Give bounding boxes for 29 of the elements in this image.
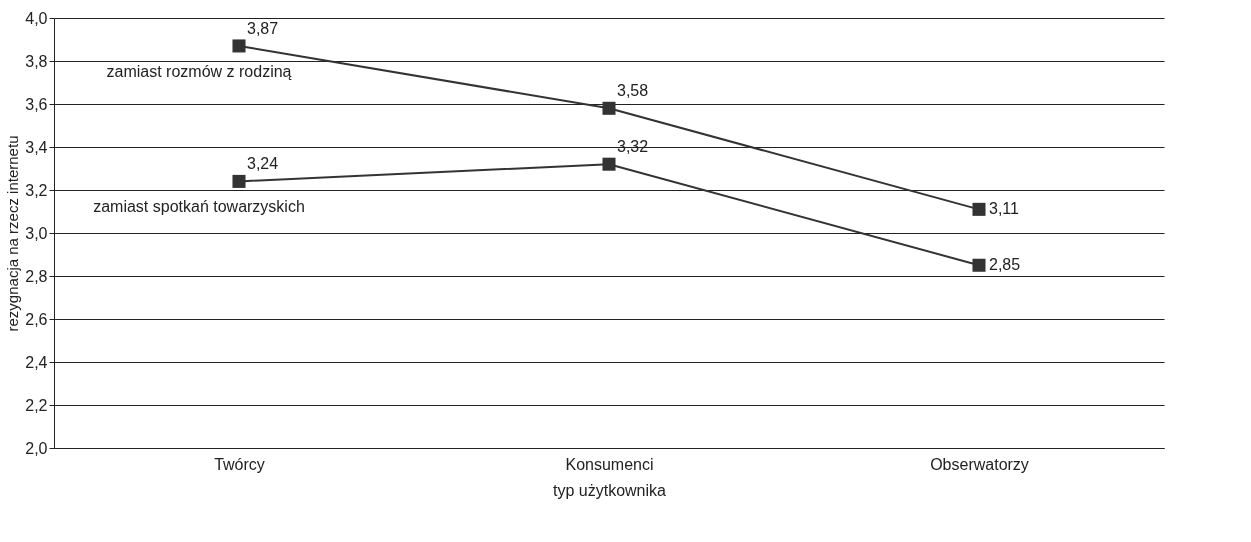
point [232,39,246,53]
y-tick-label: 3,0 [25,224,48,242]
y-tick-label: 2,8 [25,267,48,285]
y-tick-label: 2,2 [25,396,48,414]
y-tick-label: 3,8 [25,52,48,70]
y-tick-label: 2,6 [25,310,48,328]
y-tick-label: 3,6 [25,95,48,113]
x-tick-label: Obserwatorzy [930,455,1029,473]
x-tick-label: Twórcy [214,455,265,473]
data-label: 2,85 [989,256,1021,274]
y-tick-label: 4,0 [25,9,48,27]
series-label: zamiast rozmów z rodziną [106,62,292,80]
point [972,258,986,272]
y-axis-title: rezygnacja na rzecz internetu [4,135,22,332]
y-tick-label: 3,4 [25,138,48,156]
series-label: zamiast spotkań towarzyskich [93,198,305,216]
point [232,174,246,188]
y-tick-label: 2,4 [25,353,48,371]
y-tick-label: 2,0 [25,439,48,457]
point [602,157,616,171]
point [602,101,616,115]
y-tick-label: 3,2 [25,181,48,199]
data-label: 3,87 [247,19,279,37]
data-label: 3,11 [989,200,1020,218]
data-label: 3,58 [617,82,649,100]
x-axis-title: typ użytkownika [553,481,667,499]
data-label: 3,24 [247,155,279,173]
x-tick-label: Konsumenci [565,455,654,473]
point [972,202,986,216]
